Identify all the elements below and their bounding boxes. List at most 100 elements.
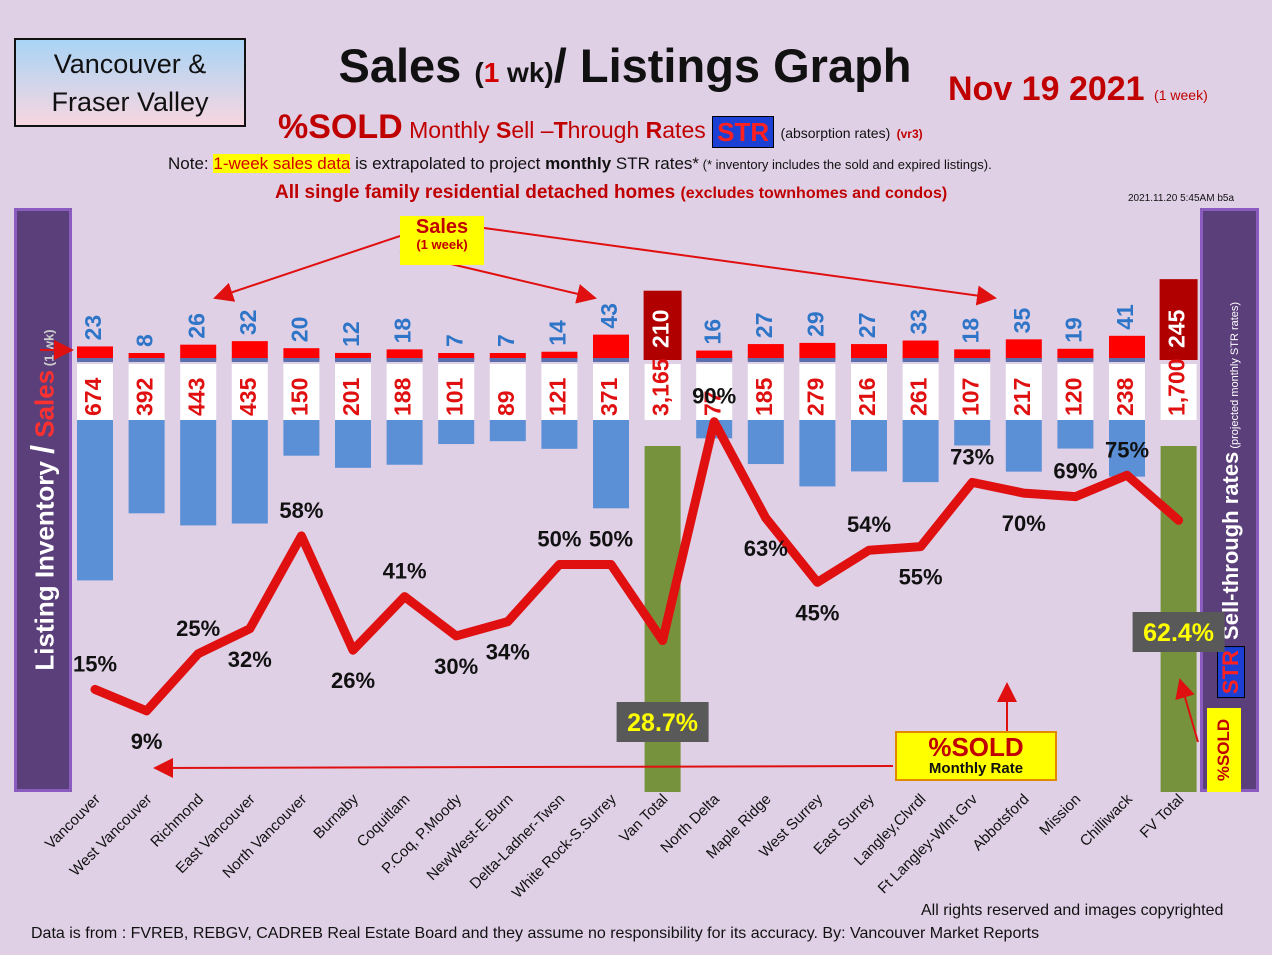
sales-label-newwest-e-burn: 7 [493, 334, 519, 347]
category-label-chilliwack: Chilliwack [1077, 790, 1137, 850]
sold-callout-title: %SOLD [928, 732, 1024, 762]
inventory-label-box-fv-total [1160, 364, 1197, 420]
sales-bar-abbotsford [1005, 339, 1042, 360]
inventory-label-box-p-coq-p-moody [438, 364, 475, 420]
str-point-fv-total [1174, 516, 1183, 525]
inventory-label-box-west-vancouver [128, 364, 165, 420]
chart-title: Sales (1 wk)/ Listings Graph [300, 38, 950, 93]
inventory-label-box-van-total [644, 364, 681, 420]
sales-bar-base-coquitlam [386, 358, 423, 362]
str-label-chilliwack: 75% [1105, 437, 1149, 462]
sales-bar-east-vancouver [231, 341, 268, 360]
subtitle-sold: %SOLD [278, 108, 403, 146]
data-source: Data is from : FVREB, REBGV, CADREB Real… [31, 925, 1040, 942]
inventory-label-north-delta: 77 [699, 390, 725, 416]
subtitle-ates: ates [662, 117, 706, 143]
category-label-burnaby: Burnaby [310, 790, 362, 842]
inventory-label-coquitlam: 188 [390, 377, 416, 416]
inventory-bar-west-surrey [799, 420, 836, 487]
inventory-label-box-chilliwack [1109, 364, 1145, 420]
str-label-mission: 69% [1053, 459, 1097, 484]
side-arrow [1175, 678, 1199, 743]
sales-bar-north-vancouver [283, 348, 320, 360]
str-point-delta-ladner-twsn [555, 560, 564, 569]
str-label-fv-total: 62.4% [1143, 619, 1214, 647]
sales-bar-base-maple-ridge [747, 358, 784, 362]
str-label-north-vancouver: 58% [279, 498, 323, 523]
sales-label-mission: 19 [1060, 317, 1086, 343]
timestamp: 2021.11.20 5:45AM b5a [1128, 193, 1235, 204]
str-label-maple-ridge: 63% [744, 536, 788, 561]
inventory-label-richmond: 443 [183, 378, 209, 416]
note-bold: monthly [545, 154, 612, 173]
sales-bar-north-delta [696, 350, 733, 360]
category-label-ft-langley-wlnt-grv: Ft Langley-Wlnt Grv [875, 790, 982, 897]
sales-bar-p-coq-p-moody [438, 353, 475, 360]
inventory-bar-vancouver [77, 420, 113, 581]
inventory-label-box-maple-ridge [747, 364, 784, 420]
subtitle-monthly: Monthly [402, 117, 497, 143]
category-label-fv-total: FV Total [1137, 791, 1188, 842]
inventory-label-box-richmond [180, 364, 217, 420]
str-point-north-vancouver [297, 531, 306, 540]
str-point-east-surrey [865, 546, 873, 555]
inventory-label-box-delta-ladner-twsn [541, 364, 578, 420]
str-point-west-vancouver [142, 706, 151, 715]
sales-bar-base-langley-clvrdl [902, 358, 939, 362]
inventory-label-east-surrey: 216 [854, 378, 880, 416]
str-label-east-surrey: 54% [847, 512, 891, 537]
inventory-label-box-vancouver [77, 364, 113, 420]
str-point-richmond [194, 649, 203, 658]
sales-label-richmond: 26 [183, 313, 209, 339]
inventory-label-box-abbotsford [1005, 364, 1042, 420]
note-prefix: Note: [168, 154, 214, 173]
subtitle-r: R [645, 117, 663, 143]
str-point-north-delta [710, 417, 719, 426]
sales-arrow-left [213, 235, 401, 302]
sold-arrow-left [153, 757, 894, 778]
sales-bar-west-surrey [799, 342, 836, 360]
inventory-label-ft-langley-wlnt-grv: 107 [957, 378, 983, 416]
sales-label-white-rock-s-surrey: 43 [596, 303, 622, 329]
sales-bar-base-chilliwack [1109, 358, 1145, 362]
inventory-label-box-white-rock-s-surrey [593, 364, 629, 420]
inventory-bar-west-vancouver [128, 420, 165, 514]
sales-label-p-coq-p-moody: 7 [441, 334, 467, 347]
inventory-label-box-east-surrey [851, 364, 887, 420]
inventory-label-newwest-e-burn: 89 [493, 390, 519, 416]
region-line2: Fraser Valley [51, 86, 209, 117]
inventory-label-box-coquitlam [386, 364, 423, 420]
sales-bar-richmond [180, 344, 217, 360]
str-label-box-fv-total [1132, 612, 1225, 652]
str-label-van-total: 28.7% [627, 709, 698, 737]
subtitle-t: T [553, 117, 568, 143]
sales-label-maple-ridge: 27 [751, 312, 777, 338]
inventory-label-fv-total: 1,700 [1164, 358, 1190, 416]
subtitle: %SOLD Monthly Sell –Through Rates STR (a… [278, 108, 923, 148]
inventory-bar-newwest-e-burn [489, 420, 526, 442]
inventory-bar-white-rock-s-surrey [593, 420, 629, 509]
sales-bar-base-east-vancouver [231, 358, 268, 362]
sales-bar-newwest-e-burn [489, 353, 526, 360]
inventory-bar-richmond [180, 420, 217, 526]
subtitle-hrough: hrough [567, 117, 646, 143]
sales-label-west-vancouver: 8 [132, 334, 158, 347]
title-wk: wk) [499, 57, 554, 88]
inventory-label-langley-clvrdl: 261 [906, 377, 932, 416]
inventory-label-box-mission [1057, 364, 1094, 420]
sales-bar-base-abbotsford [1005, 358, 1042, 362]
date-text: Nov 19 2021 [948, 70, 1145, 108]
inventory-label-box-burnaby [335, 364, 371, 420]
sales-callout-title: Sales [415, 216, 469, 238]
title-period: (1 wk) [474, 57, 553, 88]
str-point-mission [1071, 492, 1080, 501]
str-badge: STR [712, 115, 775, 148]
inventory-label-abbotsford: 217 [1009, 378, 1035, 416]
inventory-bar-mission [1057, 420, 1094, 449]
inventory-bar-chilliwack [1109, 420, 1145, 477]
note-mid: is extrapolated to project [350, 154, 546, 173]
str-point-p-coq-p-moody [452, 631, 461, 640]
inventory-bar-coquitlam [386, 420, 423, 465]
sales-label-coquitlam: 18 [390, 318, 416, 344]
copyright: All rights reserved and images copyright… [921, 902, 1224, 919]
